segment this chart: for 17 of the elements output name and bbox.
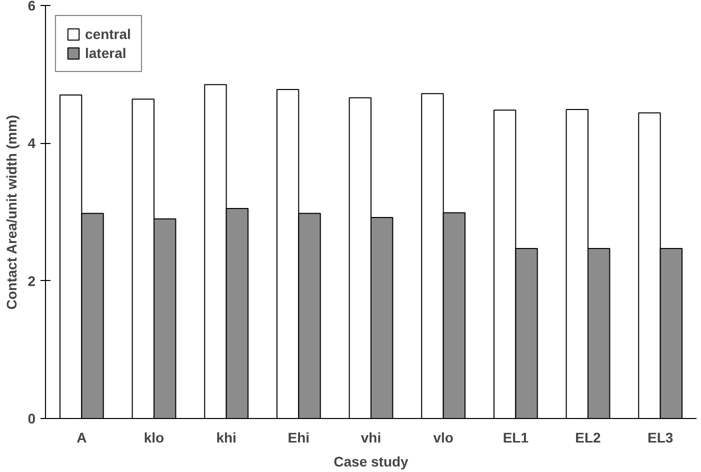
x-tick-label: Ehi xyxy=(288,430,310,446)
x-tick-label: A xyxy=(76,430,87,446)
y-tick-label: 2 xyxy=(28,272,36,289)
x-tick-label: EL2 xyxy=(575,430,602,446)
x-tick-label: EL3 xyxy=(647,430,674,446)
y-tick-label: 4 xyxy=(28,135,36,152)
y-tick-label: 6 xyxy=(28,0,36,14)
legend-label: central xyxy=(85,26,131,42)
x-tick-label: khi xyxy=(216,430,236,446)
x-tick-label: vhi xyxy=(360,430,382,446)
x-tick-label: EL1 xyxy=(502,430,529,446)
x-tick-label: klo xyxy=(144,430,164,446)
x-tick-label: vlo xyxy=(433,430,454,446)
y-axis-title: Contact Area/unit width (mm) xyxy=(4,114,20,310)
legend-label: lateral xyxy=(85,45,126,61)
x-axis-title: Case study xyxy=(334,454,409,470)
y-tick-label: 0 xyxy=(28,410,36,426)
